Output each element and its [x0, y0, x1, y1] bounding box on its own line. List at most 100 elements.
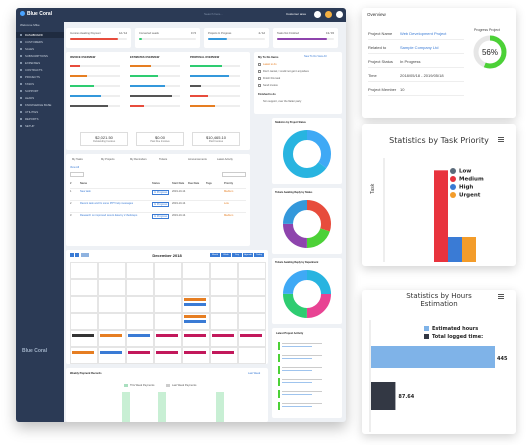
sidebar-item-expenses[interactable]: EXPENSES: [16, 60, 64, 66]
tab-my-projects[interactable]: My Projects: [101, 158, 115, 161]
calendar-day-cell[interactable]: [126, 330, 154, 347]
calendar-day-cell[interactable]: [210, 347, 238, 364]
sidebar-item-dashboard[interactable]: DASHBOARD: [16, 32, 64, 38]
task-name-link[interactable]: New task: [80, 190, 91, 193]
sidebar-item-knowledge-base[interactable]: KNOWLEDGE BASE: [16, 102, 64, 108]
tab-tickets[interactable]: Tickets: [159, 158, 168, 161]
sidebar-item-contracts[interactable]: CONTRACTS: [16, 67, 64, 73]
sidebar-item-support[interactable]: SUPPORT: [16, 88, 64, 94]
calendar-day-cell[interactable]: [126, 347, 154, 364]
settings-icon[interactable]: [336, 11, 343, 18]
calendar-day-cell[interactable]: [70, 347, 98, 364]
sidebar-item-projects[interactable]: PROJECTS: [16, 74, 64, 80]
calendar-day-cell[interactable]: [154, 330, 182, 347]
prev-month-button[interactable]: [70, 253, 74, 257]
sidebar-item-leads[interactable]: LEADS: [16, 95, 64, 101]
calendar-day-cell[interactable]: [182, 313, 210, 330]
priority-legend-item[interactable]: Low: [450, 168, 471, 175]
task-status-badge[interactable]: In Progress: [152, 190, 170, 195]
priority-legend-item[interactable]: Medium: [450, 176, 484, 183]
calendar-day-cell[interactable]: [238, 347, 266, 364]
table-header[interactable]: #: [70, 182, 72, 185]
calendar-day-cell[interactable]: [98, 262, 126, 279]
calendar-day-cell[interactable]: [154, 296, 182, 313]
calendar-day-cell[interactable]: [238, 279, 266, 296]
calendar-event[interactable]: [72, 334, 94, 337]
calendar-day-cell[interactable]: [70, 330, 98, 347]
calendar-event[interactable]: [72, 351, 94, 354]
calendar-day-cell[interactable]: [182, 279, 210, 296]
calendar-day-cell[interactable]: [98, 313, 126, 330]
calendar-day-cell[interactable]: [70, 279, 98, 296]
todo-checkbox[interactable]: [258, 84, 261, 87]
calendar-day-cell[interactable]: [70, 313, 98, 330]
chart-menu-icon[interactable]: [498, 294, 504, 301]
calendar-day-cell[interactable]: [210, 262, 238, 279]
task-status-badge[interactable]: In Progress: [152, 214, 170, 219]
calendar-day-cell[interactable]: [154, 262, 182, 279]
chart-menu-icon[interactable]: [498, 137, 504, 144]
calendar-event[interactable]: [156, 351, 178, 354]
sidebar-item-tasks[interactable]: TASKS: [16, 81, 64, 87]
view-all-link[interactable]: View All: [70, 166, 80, 169]
search-input[interactable]: Search here...: [204, 12, 223, 16]
calendar-day-cell[interactable]: [182, 262, 210, 279]
calendar-day-cell[interactable]: [210, 313, 238, 330]
sidebar-item-subscriptions[interactable]: SUBSCRIPTIONS: [16, 53, 64, 59]
calendar-day-cell[interactable]: [98, 279, 126, 296]
overview-row-value[interactable]: Sample Company Ltd: [400, 45, 439, 50]
sidebar-item-utilities[interactable]: UTILITIES: [16, 109, 64, 115]
table-header[interactable]: Priority: [224, 182, 234, 185]
todo-checkbox[interactable]: [258, 77, 261, 80]
stat-card[interactable]: Tasks Not Finished 13 / 15: [273, 28, 338, 48]
table-search-input[interactable]: [222, 172, 246, 177]
calendar-day-cell[interactable]: [154, 313, 182, 330]
invoice-total-box[interactable]: $2,021.50 Outstanding Invoices: [80, 132, 128, 146]
priority-legend-item[interactable]: Urgent: [450, 192, 480, 199]
sidebar-item-setup[interactable]: SETUP: [16, 123, 64, 129]
sidebar-item-customers[interactable]: CUSTOMERS: [16, 39, 64, 45]
calendar-day-cell[interactable]: [182, 296, 210, 313]
calendar-event[interactable]: [212, 351, 234, 354]
calendar-event[interactable]: [184, 298, 206, 301]
calendar-event[interactable]: [240, 334, 262, 337]
calendar-day-cell[interactable]: [210, 330, 238, 347]
invoice-total-box[interactable]: $10,465.10 Paid Invoices: [192, 132, 240, 146]
table-header[interactable]: Status: [152, 182, 160, 185]
table-header[interactable]: Name: [80, 182, 88, 185]
calendar-day-cell[interactable]: [238, 262, 266, 279]
rows-per-page-select[interactable]: [70, 172, 84, 177]
calendar-day-cell[interactable]: [126, 279, 154, 296]
calendar-day-cell[interactable]: [98, 347, 126, 364]
calendar-view-agenda-button[interactable]: Agenda: [243, 253, 253, 257]
table-header[interactable]: Due Date: [188, 182, 200, 185]
calendar-view-day-button[interactable]: Day: [232, 253, 242, 257]
calendar-day-cell[interactable]: [238, 296, 266, 313]
calendar-day-cell[interactable]: [238, 330, 266, 347]
calendar-day-cell[interactable]: [182, 347, 210, 364]
today-button[interactable]: [81, 253, 89, 257]
calendar-day-cell[interactable]: [238, 313, 266, 330]
task-status-badge[interactable]: In Progress: [152, 202, 170, 207]
calendar-event[interactable]: [184, 315, 206, 318]
stat-card[interactable]: Projects In Progress 4 / 12: [204, 28, 269, 48]
priority-legend-item[interactable]: High: [450, 184, 473, 191]
calendar-event[interactable]: [184, 303, 206, 306]
calendar-event[interactable]: [184, 320, 206, 323]
sidebar-item-reports[interactable]: REPORTS: [16, 116, 64, 122]
task-name-link[interactable]: Recent task and fix some PPT help messag…: [80, 202, 134, 205]
calendar-event[interactable]: [184, 334, 206, 337]
calendar-event[interactable]: [184, 351, 206, 354]
calendar-event[interactable]: [212, 334, 234, 337]
weekly-link[interactable]: Last Week: [248, 372, 261, 375]
calendar-view-today-button[interactable]: Today: [254, 253, 264, 257]
calendar-day-cell[interactable]: [98, 296, 126, 313]
calendar-day-cell[interactable]: [126, 313, 154, 330]
calendar-event[interactable]: [100, 351, 122, 354]
calendar-event[interactable]: [128, 334, 150, 337]
calendar-day-cell[interactable]: [98, 330, 126, 347]
calendar-day-cell[interactable]: [126, 262, 154, 279]
calendar-day-cell[interactable]: [182, 330, 210, 347]
calendar-event[interactable]: [100, 334, 122, 337]
notification-icon[interactable]: [314, 11, 321, 18]
